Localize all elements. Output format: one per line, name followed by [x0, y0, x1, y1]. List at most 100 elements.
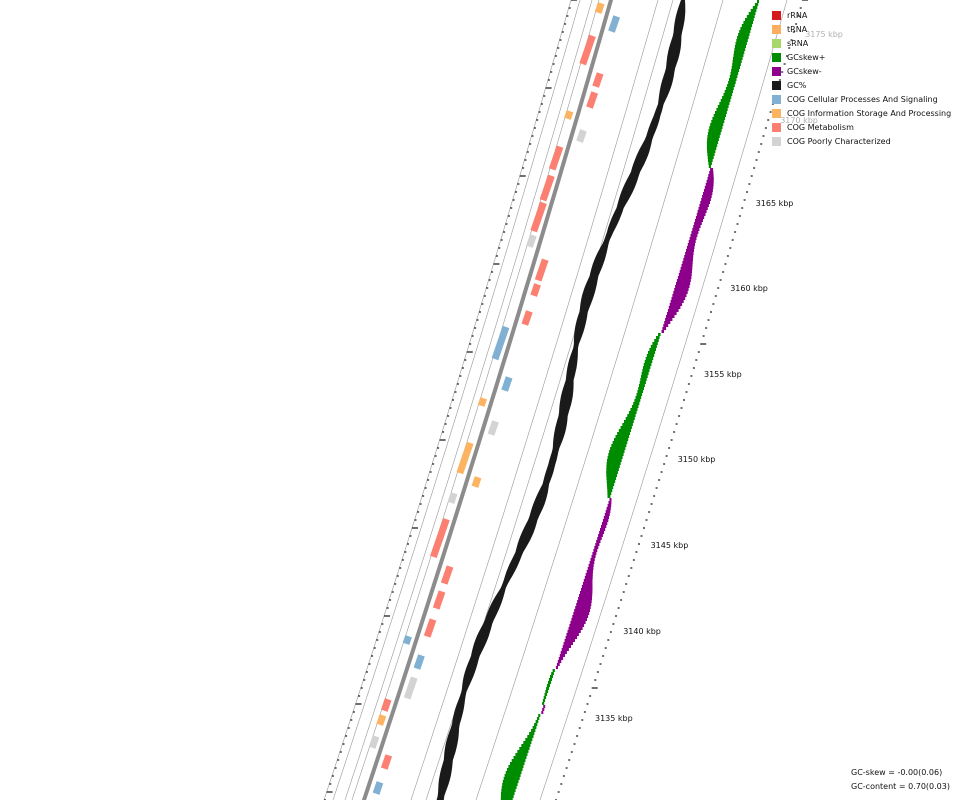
gc-skew-bar	[731, 66, 740, 69]
gc-skew-bar	[606, 462, 621, 465]
gc-skew-bar	[503, 777, 520, 780]
gc-skew-bar	[601, 525, 607, 528]
gc-skew-bar	[560, 651, 567, 654]
gc-skew-bar	[689, 237, 697, 240]
gene-feature	[380, 754, 393, 770]
gc-skew-bar	[709, 171, 714, 174]
gc-skew-stat: GC-skew = -0.00(0.06)	[851, 768, 943, 777]
gene-feature	[539, 174, 555, 202]
gc-skew-bar	[748, 12, 756, 15]
gc-skew-bar	[596, 540, 601, 543]
legend-item-gcskew-minus: GCskew-	[772, 64, 960, 78]
gc-skew-bar	[709, 126, 723, 129]
legend-item-trna: tRNA	[772, 22, 960, 36]
gc-skew-bar	[723, 93, 733, 96]
gc-skew-bar	[500, 798, 513, 800]
gc-skew-bar	[710, 123, 724, 126]
position-label: 3170 kbp	[780, 116, 818, 125]
gc-skew-bar	[527, 735, 534, 738]
gc-skew-bar	[650, 345, 657, 348]
track-guide-line	[344, 0, 593, 800]
gc-skew-bar	[584, 576, 593, 579]
gc-skew-bar	[720, 99, 731, 102]
gc-skew-bar	[697, 210, 707, 213]
gc-skew-bar	[607, 459, 622, 462]
gc-skew-bar	[746, 15, 755, 18]
gc-skew-bar	[588, 564, 594, 567]
position-labels: 3135 kbp 3140 kbp 3145 kbp 3150 kbp 3155 kbp…	[595, 30, 843, 723]
track-guide-line	[475, 0, 724, 800]
gene-feature	[447, 492, 458, 504]
gc-skew-bar	[679, 270, 692, 273]
gc-skew-bar	[665, 318, 673, 321]
gc-skew-bar	[707, 135, 720, 138]
gc-skew-bar	[587, 567, 594, 570]
gc-skew-bar	[602, 519, 609, 522]
gc-percent-track	[436, 0, 686, 800]
gc-skew-bar	[607, 489, 613, 492]
gc-skew-bar	[700, 201, 710, 204]
gc-skew-bar	[521, 744, 531, 747]
legend-item-cog-cellular: COG Cellular Processes And Signaling	[772, 92, 960, 106]
position-label: 3150 kbp	[678, 455, 716, 464]
gc-skew-bar	[684, 255, 694, 258]
gc-skew-bar	[614, 438, 629, 441]
gene-feature	[534, 258, 549, 282]
gc-skew-bar	[603, 516, 609, 519]
gc-skew-bar	[633, 402, 640, 405]
gc-skew-bar	[581, 588, 593, 591]
gc-skew-bar	[566, 633, 579, 636]
gc-skew-bar	[728, 81, 736, 84]
gc-skew-bar	[575, 606, 591, 609]
gc-skew-bar	[707, 156, 714, 159]
gc-skew-bar	[707, 138, 719, 141]
legend-swatch	[772, 66, 781, 76]
gc-skew-bar	[550, 675, 553, 678]
gc-skew-bar	[693, 225, 701, 228]
track-guide-line	[539, 0, 788, 800]
gc-skew-bar	[508, 765, 524, 768]
outer-ruler-ticks	[555, 0, 808, 800]
gene-feature	[608, 15, 621, 33]
gc-skew-bar	[513, 756, 527, 759]
gc-skew-bar	[611, 444, 627, 447]
gc-skew-bar	[570, 621, 586, 624]
gc-skew-bar	[717, 105, 729, 108]
gene-feature	[402, 635, 412, 645]
gene-feature	[586, 91, 599, 109]
gc-skew-bar	[739, 30, 751, 33]
gc-skew-bar	[729, 78, 737, 81]
gc-skew-bar	[681, 264, 693, 267]
gc-skew-bar	[634, 399, 641, 402]
gc-skew-bar	[713, 114, 726, 117]
gc-skew-bar	[736, 39, 748, 42]
gc-skew-bar	[707, 153, 715, 156]
gc-skew-bar	[701, 198, 711, 201]
track-guide-line	[323, 0, 572, 800]
gc-skew-bar	[708, 129, 722, 132]
gc-skew-bar	[690, 234, 698, 237]
gc-skew-bar	[706, 147, 717, 150]
gc-skew-bar	[511, 759, 526, 762]
gc-skew-bar	[729, 75, 738, 78]
gc-skew-bar	[691, 231, 699, 234]
gc-skew-bar	[542, 702, 545, 705]
gc-skew-bar	[676, 279, 691, 282]
gc-skew-bar	[695, 216, 705, 219]
gc-skew-bar	[541, 711, 544, 714]
gc-skew-bar	[715, 111, 727, 114]
gc-skew-bar	[546, 687, 550, 690]
gc-skew-bar	[752, 6, 758, 9]
legend-label: GC%	[787, 80, 807, 90]
gc-skew-bar	[529, 732, 535, 735]
gc-skew-bar	[719, 102, 730, 105]
gc-skew-bar	[546, 684, 550, 687]
gc-skew-bar	[654, 339, 659, 342]
gc-skew-bar	[618, 429, 631, 432]
gc-skew-bar	[703, 192, 713, 195]
legend-swatch	[772, 24, 781, 34]
gc-skew-bar	[608, 501, 612, 504]
gc-skew-bar	[743, 21, 753, 24]
gc-skew-bar	[590, 558, 595, 561]
gc-skew-bar	[532, 726, 537, 729]
